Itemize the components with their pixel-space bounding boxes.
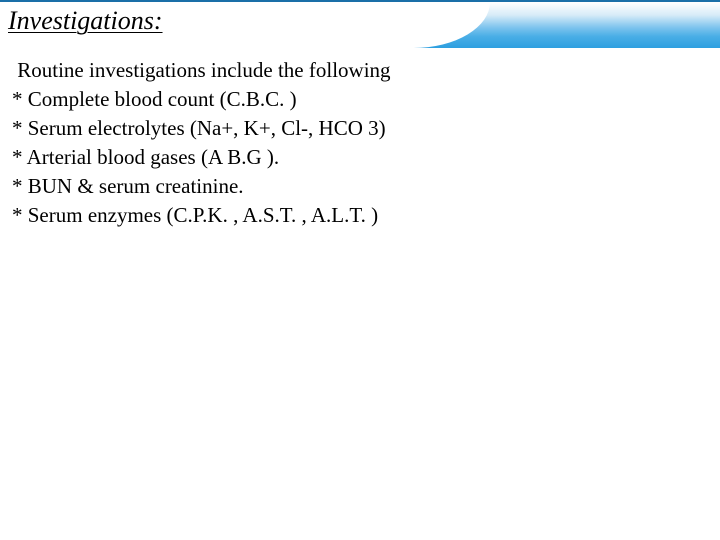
intro-line: Routine investigations include the follo… <box>12 56 708 85</box>
list-item: * Serum enzymes (C.P.K. , A.S.T. , A.L.T… <box>12 201 708 230</box>
list-item: * BUN & serum creatinine. <box>12 172 708 201</box>
list-item: * Arterial blood gases (A B.G ). <box>12 143 708 172</box>
slide-title: Investigations: <box>8 6 163 36</box>
slide-content: Routine investigations include the follo… <box>0 48 720 230</box>
list-item: * Complete blood count (C.B.C. ) <box>12 85 708 114</box>
header-band: Investigations: <box>0 0 720 48</box>
list-item: * Serum electrolytes (Na+, K+, Cl-, HCO … <box>12 114 708 143</box>
